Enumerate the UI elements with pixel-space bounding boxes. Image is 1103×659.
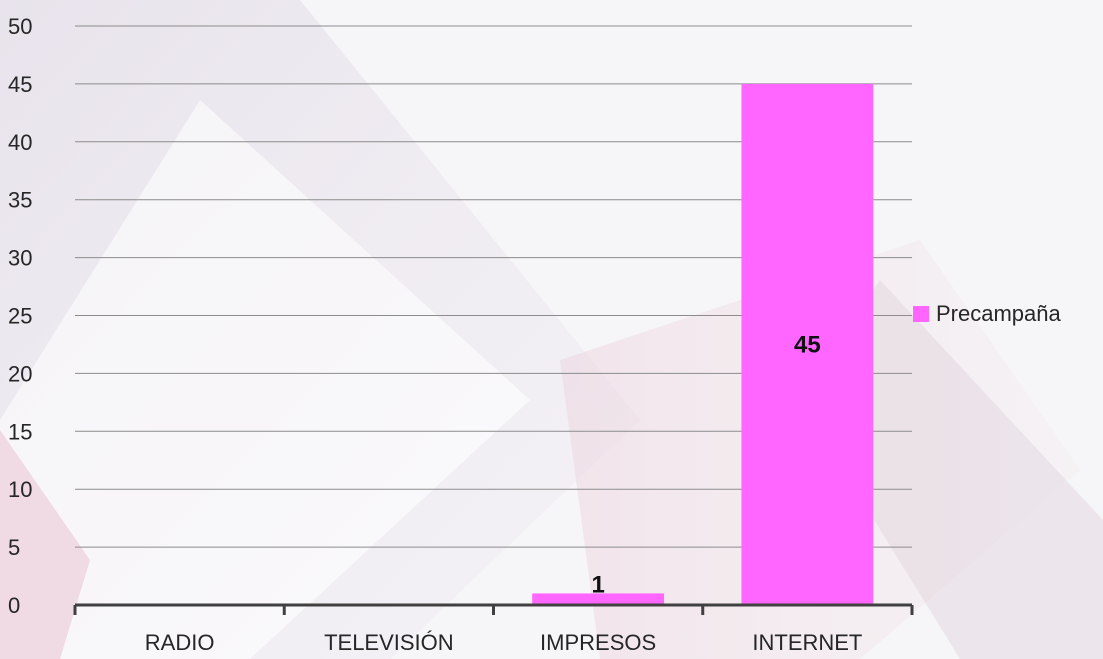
y-tick-label: 50 xyxy=(8,14,32,39)
y-tick-label: 20 xyxy=(8,361,32,386)
data-labels: 1 45 xyxy=(591,331,820,598)
data-label: 1 xyxy=(591,571,604,598)
bars xyxy=(532,83,874,605)
y-tick-label: 10 xyxy=(8,477,32,502)
bar-impresos xyxy=(532,593,665,605)
bar-internet xyxy=(741,83,874,605)
data-label: 45 xyxy=(794,331,821,358)
legend-label: Precampaña xyxy=(936,301,1062,326)
legend: Precampaña xyxy=(913,301,1062,326)
legend-swatch xyxy=(913,306,929,322)
y-tick-label: 30 xyxy=(8,246,32,271)
x-category-label: IMPRESOS xyxy=(540,630,656,655)
y-tick-label: 15 xyxy=(8,419,32,444)
y-tick-label: 25 xyxy=(8,304,32,329)
y-tick-label: 0 xyxy=(8,593,20,618)
y-tick-label: 40 xyxy=(8,130,32,155)
y-tick-label: 5 xyxy=(8,535,20,560)
y-tick-label: 35 xyxy=(8,188,32,213)
y-axis-ticks: 0 5 10 15 20 25 30 35 40 45 50 xyxy=(8,14,32,618)
x-category-label: RADIO xyxy=(145,630,215,655)
x-category-label: TELEVISIÓN xyxy=(324,630,454,655)
x-axis-categories: RADIO TELEVISIÓN IMPRESOS INTERNET xyxy=(145,630,863,655)
x-axis xyxy=(73,603,914,615)
y-tick-label: 45 xyxy=(8,72,32,97)
x-category-label: INTERNET xyxy=(752,630,862,655)
